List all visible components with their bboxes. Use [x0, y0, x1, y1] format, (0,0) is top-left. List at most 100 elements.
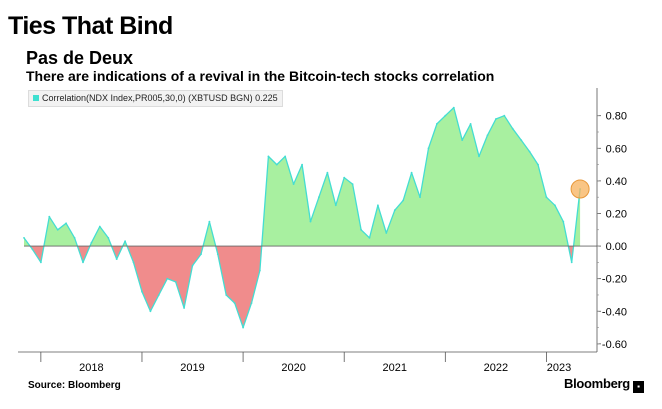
data-point	[427, 147, 430, 150]
data-point	[225, 294, 228, 296]
data-point	[73, 237, 76, 239]
positive-area	[43, 216, 78, 247]
chart-title: Pas de Deux	[26, 48, 134, 68]
data-point	[318, 196, 320, 199]
data-point	[343, 176, 346, 179]
data-point	[478, 155, 480, 158]
data-point	[495, 118, 497, 120]
data-point	[570, 261, 573, 264]
negative-area	[111, 246, 123, 260]
data-point	[503, 114, 506, 117]
legend: Correlation(NDX Index,PR005,30,0) (XBTUS…	[28, 90, 283, 107]
data-point	[326, 171, 329, 174]
data-point	[301, 163, 303, 166]
data-point	[537, 163, 539, 166]
data-point	[520, 139, 523, 142]
legend-swatch	[33, 95, 39, 101]
data-point	[23, 237, 25, 239]
data-point	[115, 258, 118, 260]
data-point	[545, 196, 548, 199]
data-point	[200, 253, 202, 256]
data-point	[40, 261, 42, 264]
data-point	[157, 294, 160, 296]
data-point	[124, 240, 126, 243]
data-point	[166, 277, 169, 280]
data-point	[56, 228, 59, 231]
data-point	[65, 222, 67, 225]
data-point	[309, 220, 312, 223]
data-point	[48, 215, 51, 218]
data-point	[107, 237, 110, 239]
data-point	[98, 225, 101, 228]
label-layer: 0.80 0.60 0.40 0.20 0.00 -0.20 -0.40 -0.60 2018 2…	[79, 111, 627, 374]
data-point	[511, 127, 514, 130]
y-tick-label: 0.20	[606, 208, 627, 220]
data-point	[284, 155, 287, 158]
data-point	[402, 199, 405, 202]
positive-area	[90, 226, 112, 247]
data-point	[31, 248, 34, 251]
x-tick-label: 2022	[484, 362, 508, 374]
y-tick-label: -0.20	[602, 274, 627, 286]
data-point	[436, 123, 438, 125]
data-point	[292, 183, 295, 186]
chart-subtitle: There are indications of a revival in th…	[26, 68, 495, 84]
data-point	[174, 281, 177, 283]
data-point	[242, 326, 245, 329]
headline: Ties That Bind	[8, 12, 173, 40]
x-tick-label: 2023	[547, 362, 571, 374]
data-point	[452, 106, 455, 109]
data-point	[90, 241, 93, 244]
x-tick-label: 2018	[79, 362, 103, 374]
legend-label: Correlation(NDX Index,PR005,30,0) (XBTUS…	[42, 93, 278, 103]
data-point	[444, 114, 447, 117]
data-point	[528, 150, 531, 153]
brand-name: Bloomberg	[564, 376, 630, 391]
data-point	[208, 220, 211, 223]
positive-area	[261, 107, 569, 247]
data-point	[233, 302, 236, 304]
data-point	[461, 139, 464, 142]
data-point	[216, 253, 219, 256]
data-point	[410, 171, 413, 174]
data-point	[385, 232, 388, 234]
y-tick-label: 0.80	[606, 111, 627, 123]
data-point	[469, 123, 472, 125]
data-point	[351, 183, 354, 186]
data-point	[360, 228, 362, 231]
data-point	[250, 302, 253, 304]
data-point	[132, 261, 135, 264]
axis-layer	[18, 88, 601, 362]
y-tick-label: -0.40	[602, 306, 627, 318]
data-point	[259, 269, 261, 272]
area-layer	[23, 106, 590, 329]
x-tick-label: 2019	[180, 362, 204, 374]
data-point	[191, 264, 194, 267]
data-point	[275, 163, 278, 166]
data-point	[141, 290, 143, 293]
highlight-marker	[570, 179, 590, 199]
negative-area	[127, 246, 204, 312]
data-point	[562, 220, 565, 223]
data-point	[334, 204, 337, 207]
data-point	[183, 307, 186, 309]
bloomberg-icon: ▪	[632, 381, 644, 393]
data-point	[368, 237, 371, 239]
y-tick-label: -0.60	[602, 339, 627, 351]
y-tick-label: 0.60	[606, 143, 627, 155]
brand-logo: Bloomberg ▪	[564, 376, 644, 393]
data-point	[267, 155, 270, 158]
positive-area	[203, 221, 216, 247]
data-point	[149, 310, 152, 313]
y-tick-label: 0.00	[606, 241, 627, 253]
data-point	[82, 261, 84, 264]
data-point	[554, 204, 556, 207]
data-point	[377, 204, 379, 207]
negative-area	[77, 246, 90, 263]
data-point	[486, 134, 489, 137]
data-point	[393, 209, 396, 212]
data-point	[419, 196, 421, 199]
negative-area	[215, 246, 262, 328]
source-note: Source: Bloomberg	[28, 380, 121, 391]
